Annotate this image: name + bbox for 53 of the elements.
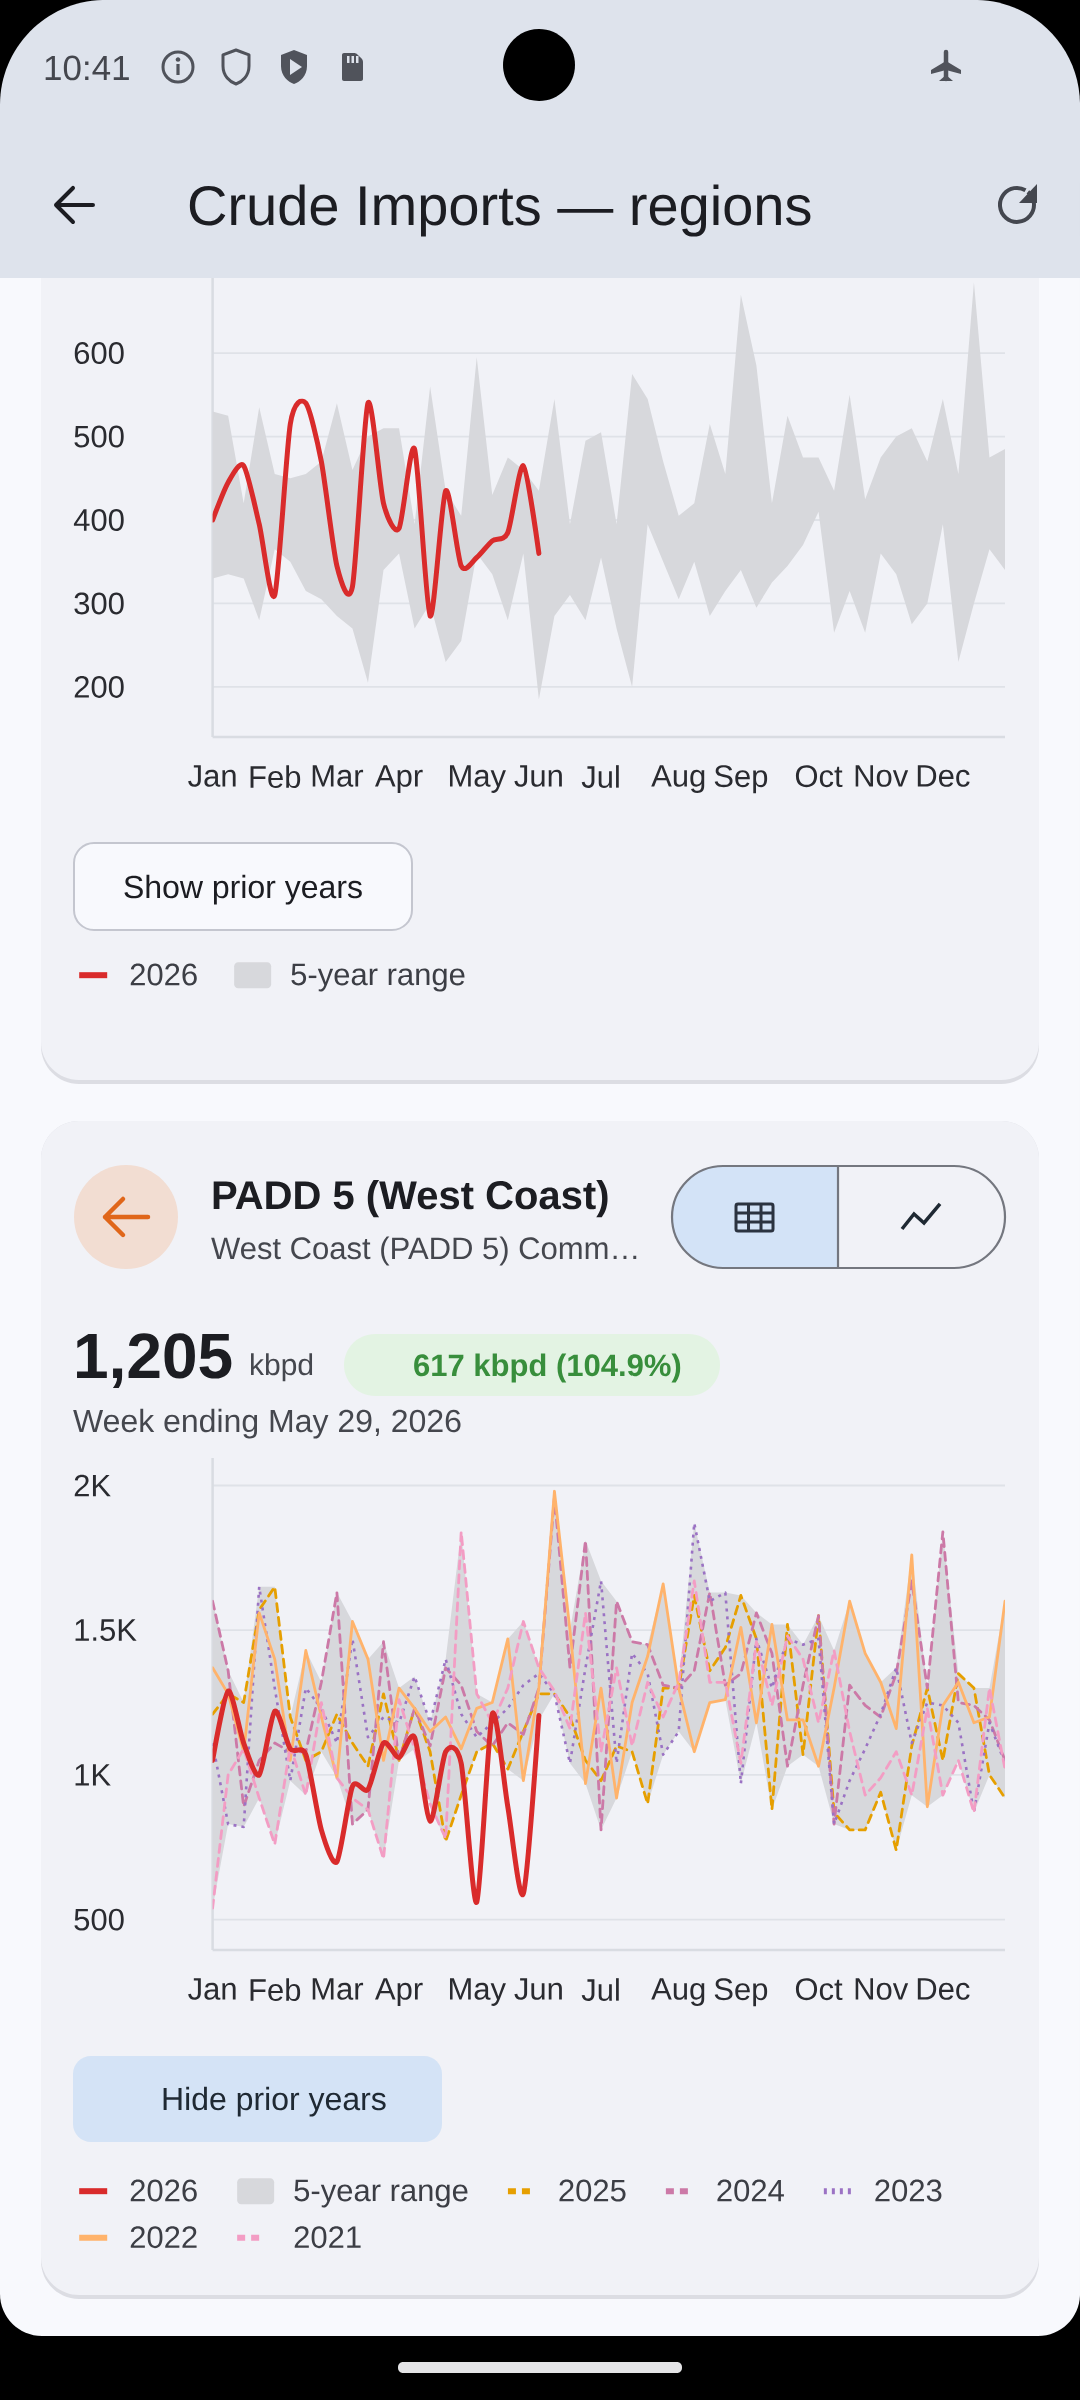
x-tick-label: May: [449, 1978, 506, 2006]
y-tick-label: 500: [74, 1908, 124, 1931]
x-tick-label: Dec: [917, 1978, 970, 2000]
text: 617 kbpd (104.9%): [414, 1353, 681, 1383]
x-tick-label: Mar: [312, 765, 364, 787]
y-tick-label: 2K: [74, 1474, 111, 1497]
x-tick-label: Feb: [250, 1978, 301, 2001]
x-tick-label: Jan: [188, 765, 236, 787]
chart-title: PADD 5 (West Coast): [213, 1180, 608, 1218]
chart-title: Crude Imports — regions: [189, 184, 811, 237]
x-tick-label: Sep: [714, 1978, 768, 2007]
x-tick-label: Jul: [581, 1978, 619, 2001]
legend-label: 5-year range: [291, 963, 465, 992]
x-tick-label: Oct: [795, 765, 843, 788]
text: Hide prior years: [163, 2086, 386, 2117]
chart-subtitle: West Coast (PADD 5) Comm…: [211, 1236, 637, 1266]
y-tick-label: 600: [74, 342, 124, 365]
x-tick-label: Jan: [188, 1978, 236, 2000]
x-tick-label: Jun: [514, 1978, 562, 2000]
y-tick-label: 1K: [75, 1764, 111, 1786]
text: Week ending May 29, 2026: [73, 1408, 461, 1439]
legend-label: 2026: [130, 2179, 197, 2202]
x-tick-label: Aug: [651, 765, 705, 793]
text: 1,205: [77, 1333, 232, 1388]
x-tick-label: Nov: [855, 1978, 909, 2000]
x-tick-label: Oct: [795, 1978, 843, 2001]
y-tick-label: 200: [74, 675, 124, 698]
x-tick-label: Sep: [714, 765, 768, 794]
x-tick-label: Nov: [855, 765, 909, 787]
y-tick-label: 400: [73, 509, 124, 531]
legend-label: 2024: [717, 2179, 784, 2202]
legend-label: 5-year range: [294, 2179, 468, 2208]
x-tick-label: May: [449, 765, 506, 793]
x-tick-label: Jul: [581, 765, 619, 788]
y-tick-label: 300: [74, 592, 124, 615]
x-tick-label: Apr: [374, 765, 423, 793]
text: 10:41: [45, 55, 129, 81]
y-tick-label: 500: [74, 425, 124, 448]
legend-label: 2021: [294, 2226, 361, 2249]
y-tick-label: 1.5K: [75, 1619, 137, 1641]
legend-label: 2022: [130, 2226, 197, 2249]
x-tick-label: Feb: [250, 765, 301, 788]
line-series: [212, 1585, 1005, 1852]
x-tick-label: Mar: [312, 1978, 364, 2000]
x-tick-label: Jun: [514, 765, 562, 787]
text: Show prior years: [124, 874, 362, 905]
x-tick-label: Dec: [917, 765, 970, 787]
x-tick-label: Aug: [651, 1978, 705, 2006]
legend-label: 2026: [130, 963, 197, 986]
legend-label: 2023: [875, 2179, 942, 2202]
text: kbpd: [251, 1353, 313, 1382]
x-tick-label: Apr: [374, 1978, 423, 2006]
legend-label: 2025: [559, 2179, 626, 2202]
